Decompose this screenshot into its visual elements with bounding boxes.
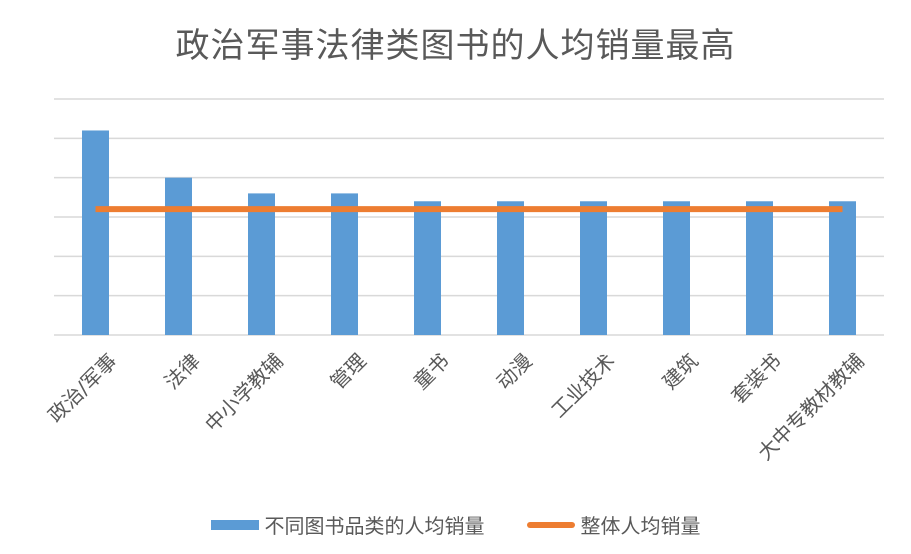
legend: 不同图书品类的人均销量 整体人均销量 bbox=[0, 510, 911, 539]
gridlines bbox=[54, 98, 884, 336]
bar bbox=[331, 193, 358, 335]
bar bbox=[165, 177, 192, 335]
legend-item-bar: 不同图书品类的人均销量 bbox=[210, 510, 485, 539]
bar bbox=[497, 201, 524, 335]
legend-bar-label: 不同图书品类的人均销量 bbox=[264, 514, 485, 538]
bar-swatch-icon bbox=[210, 519, 259, 530]
line-swatch-icon bbox=[526, 521, 575, 528]
bar-series bbox=[82, 130, 856, 335]
bar bbox=[414, 201, 441, 335]
chart-title: 政治军事法律类图书的人均销量最高 bbox=[175, 26, 736, 66]
bar bbox=[829, 201, 856, 335]
bar bbox=[580, 201, 607, 335]
bar bbox=[746, 201, 773, 335]
bar bbox=[82, 130, 109, 335]
bar bbox=[248, 193, 275, 335]
legend-item-line: 整体人均销量 bbox=[526, 510, 701, 539]
legend-line-label: 整体人均销量 bbox=[580, 514, 701, 538]
bar bbox=[663, 201, 690, 335]
